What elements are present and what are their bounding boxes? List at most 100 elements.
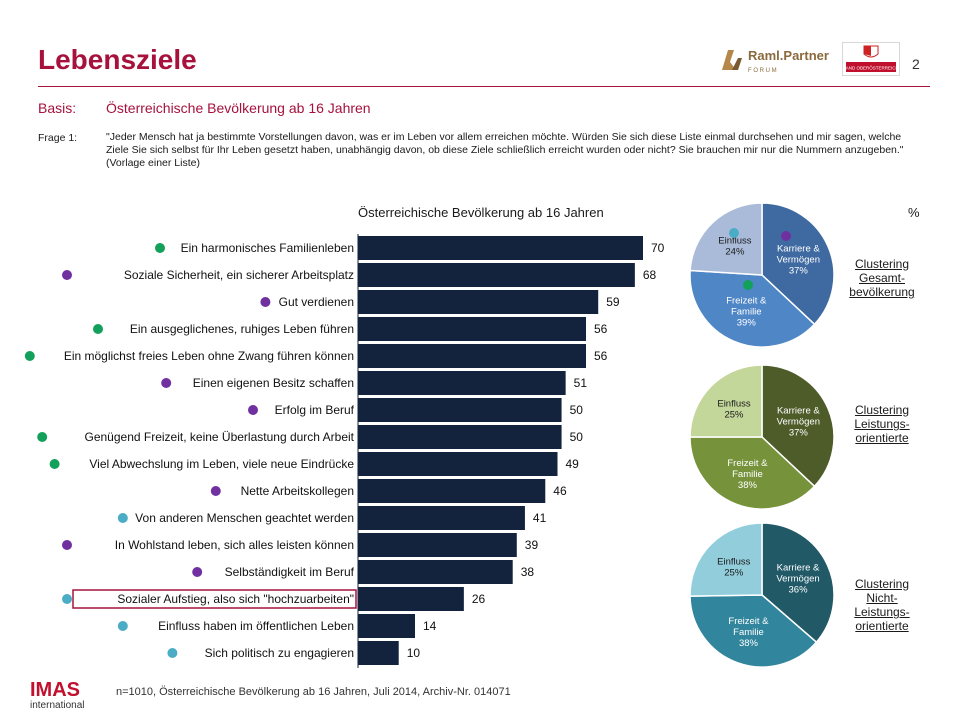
category-label-8: Viel Abwechslung im Leben, viele neue Ei… — [89, 457, 354, 471]
pie-0-label-0-0: Karriere & — [777, 243, 820, 254]
value-label-9: 46 — [553, 484, 567, 498]
cluster-dot-11 — [62, 540, 72, 550]
value-label-14: 14 — [423, 619, 437, 633]
value-label-13: 26 — [472, 592, 486, 606]
bar-6 — [358, 398, 562, 422]
pie-0-label-1-0: Freizeit & — [726, 295, 767, 306]
bar-7 — [358, 425, 562, 449]
value-label-8: 49 — [566, 457, 580, 471]
question-label: Frage 1: — [38, 132, 78, 144]
pie-0-slice-1 — [689, 269, 816, 348]
category-label-7: Genügend Freizeit, keine Überlastung dur… — [85, 430, 355, 444]
pie-0-slice-2 — [689, 202, 763, 276]
raml-logo-sub: F O R U M — [748, 68, 777, 74]
pie-legend-dot-einfluss — [729, 228, 739, 238]
cluster-dot-14 — [117, 621, 128, 631]
bar-14 — [358, 614, 415, 638]
pie-1-slice-2 — [689, 364, 763, 438]
bar-0 — [358, 236, 643, 260]
category-label-6: Erfolg im Beruf — [275, 403, 355, 417]
value-label-1: 68 — [643, 268, 657, 282]
cluster-dot-2 — [260, 297, 271, 307]
percent-unit-label: % — [908, 205, 920, 220]
pie-2-label-1-0: Freizeit & — [728, 616, 769, 627]
cluster-dot-1 — [62, 270, 72, 280]
raml-partner-logo: Raml.Partner F O R U M — [722, 48, 829, 74]
pie-2-label-2-0: Einfluss — [717, 557, 751, 568]
imas-logo: IMAS international — [30, 679, 84, 711]
pie-2-label-1-2: 38% — [739, 638, 759, 649]
category-label-9: Nette Arbeitskollegen — [241, 484, 354, 498]
pie-0-slice-0 — [761, 202, 835, 326]
cluster-dot-4 — [24, 351, 35, 361]
bar-11 — [358, 533, 517, 557]
value-label-12: 38 — [521, 565, 535, 579]
bar-15 — [358, 641, 399, 665]
cluster-dot-12 — [192, 567, 203, 577]
header-divider — [38, 86, 930, 87]
pie-2-label-0-1: Vermögen — [776, 574, 819, 585]
imas-logo-text: IMAS — [30, 679, 80, 701]
pie-0-label-2-0: Einfluss — [718, 236, 752, 247]
category-label-0: Ein harmonisches Familienleben — [181, 241, 354, 255]
bar-5 — [358, 371, 566, 395]
category-label-13: Sozialer Aufstieg, also sich "hochzuarbe… — [117, 592, 354, 606]
cluster-label-nicht-leistung: Clustering Nicht- Leistungs- orientierte — [854, 577, 910, 633]
highlight-box — [72, 589, 357, 609]
pie-2-label-1-1: Familie — [733, 627, 764, 638]
pie-2-slice-0 — [761, 522, 835, 644]
cluster-label-gesamt: Clustering Gesamt- bevölkerung — [849, 257, 915, 299]
pie-0-label-0-2: 37% — [789, 265, 809, 276]
pie-1-label-0-1: Vermögen — [777, 416, 820, 427]
pie-0-label-0-1: Vermögen — [777, 254, 820, 265]
pie-1-label-0-2: 37% — [789, 427, 809, 438]
cluster-dot-9 — [210, 486, 221, 496]
bar-10 — [358, 506, 525, 530]
bar-1 — [358, 263, 635, 287]
value-label-6: 50 — [570, 403, 584, 417]
pie-2-slice-1 — [689, 594, 818, 668]
cluster-dot-10 — [117, 513, 128, 523]
cluster-dot-0 — [155, 243, 165, 253]
cluster-dot-13 — [62, 594, 72, 604]
category-label-4: Ein möglichst freies Leben ohne Zwang fü… — [64, 349, 354, 363]
bar-4 — [358, 344, 586, 368]
pie-0-label-1-1: Familie — [731, 306, 762, 317]
pie-2-slice-2 — [689, 522, 763, 597]
pie-1-label-2-0: Einfluss — [717, 398, 751, 409]
value-label-10: 41 — [533, 511, 547, 525]
bar-chart-title: Österreichische Bevölkerung ab 16 Jahren — [358, 205, 604, 220]
value-label-3: 56 — [594, 322, 608, 336]
value-label-11: 39 — [525, 538, 539, 552]
pie-1-slice-0 — [761, 364, 835, 488]
pie-legend-dot-karriere — [781, 231, 791, 241]
value-label-4: 56 — [594, 349, 608, 363]
question-text: "Jeder Mensch hat ja bestimmte Vorstellu… — [106, 131, 904, 169]
pie-1-slice-1 — [689, 436, 816, 510]
pie-1-label-1-1: Familie — [732, 469, 763, 480]
pie-1-label-0-0: Karriere & — [777, 405, 820, 416]
bar-3 — [358, 317, 586, 341]
category-label-1: Soziale Sicherheit, ein sicherer Arbeits… — [124, 268, 354, 282]
pie-2-label-0-0: Karriere & — [777, 563, 820, 574]
pie-2-label-0-2: 36% — [789, 585, 809, 596]
pie-0-label-2-1: 24% — [725, 247, 745, 258]
source-footnote: n=1010, Österreichische Bevölkerung ab 1… — [116, 686, 511, 698]
cluster-dot-5 — [161, 378, 172, 388]
bar-9 — [358, 479, 546, 503]
category-label-11: In Wohlstand leben, sich alles leisten k… — [115, 538, 354, 552]
value-label-15: 10 — [407, 646, 421, 660]
bar-2 — [358, 290, 599, 314]
category-label-3: Ein ausgeglichenes, ruhiges Leben führen — [130, 322, 354, 336]
imas-logo-sub: international — [30, 700, 84, 711]
category-label-10: Von anderen Menschen geachtet werden — [135, 511, 354, 525]
category-label-5: Einen eigenen Besitz schaffen — [193, 376, 354, 390]
page-number: 2 — [912, 56, 920, 72]
cluster-dot-7 — [37, 432, 48, 442]
page-title: Lebensziele — [38, 44, 197, 75]
category-label-2: Gut verdienen — [279, 295, 354, 309]
cluster-dot-15 — [167, 648, 178, 658]
pie-0-label-1-2: 39% — [737, 317, 757, 328]
category-label-15: Sich politisch zu engagieren — [205, 646, 354, 660]
